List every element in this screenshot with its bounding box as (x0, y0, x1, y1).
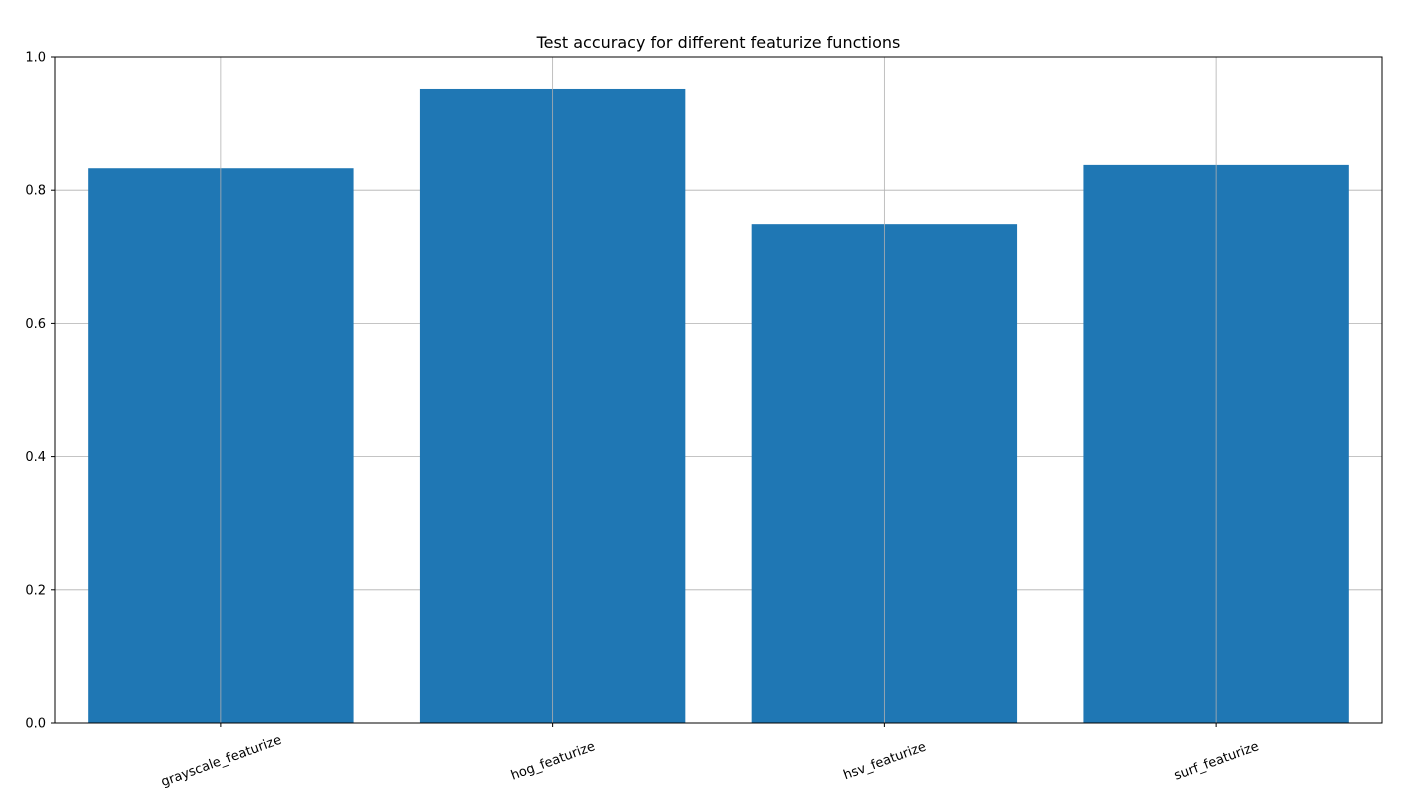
y-tick-label: 0.4 (25, 450, 46, 465)
y-tick-label: 1.0 (25, 51, 46, 66)
y-tick-label: 0.0 (25, 717, 46, 732)
x-axis: grayscale_featurize hog_featurize hsv_feat… (159, 723, 1261, 790)
bars-layer (88, 88, 1349, 724)
chart-title: Test accuracy for different featurize fu… (536, 33, 901, 52)
x-tick-label: hog_featurize (509, 739, 597, 783)
vertical-grid-layer (220, 57, 1217, 723)
y-tick-label: 0.2 (25, 583, 46, 598)
y-tick-label: 0.6 (25, 317, 46, 332)
x-tick-label: grayscale_featurize (159, 733, 283, 791)
x-tick-label: surf_featurize (1172, 739, 1261, 784)
x-tick-label: hsv_featurize (842, 740, 929, 784)
plot-frame (54, 56, 1383, 724)
y-axis: 0.0 0.2 0.4 0.6 0.8 1.0 (25, 51, 55, 732)
y-tick-label: 0.8 (25, 184, 46, 199)
